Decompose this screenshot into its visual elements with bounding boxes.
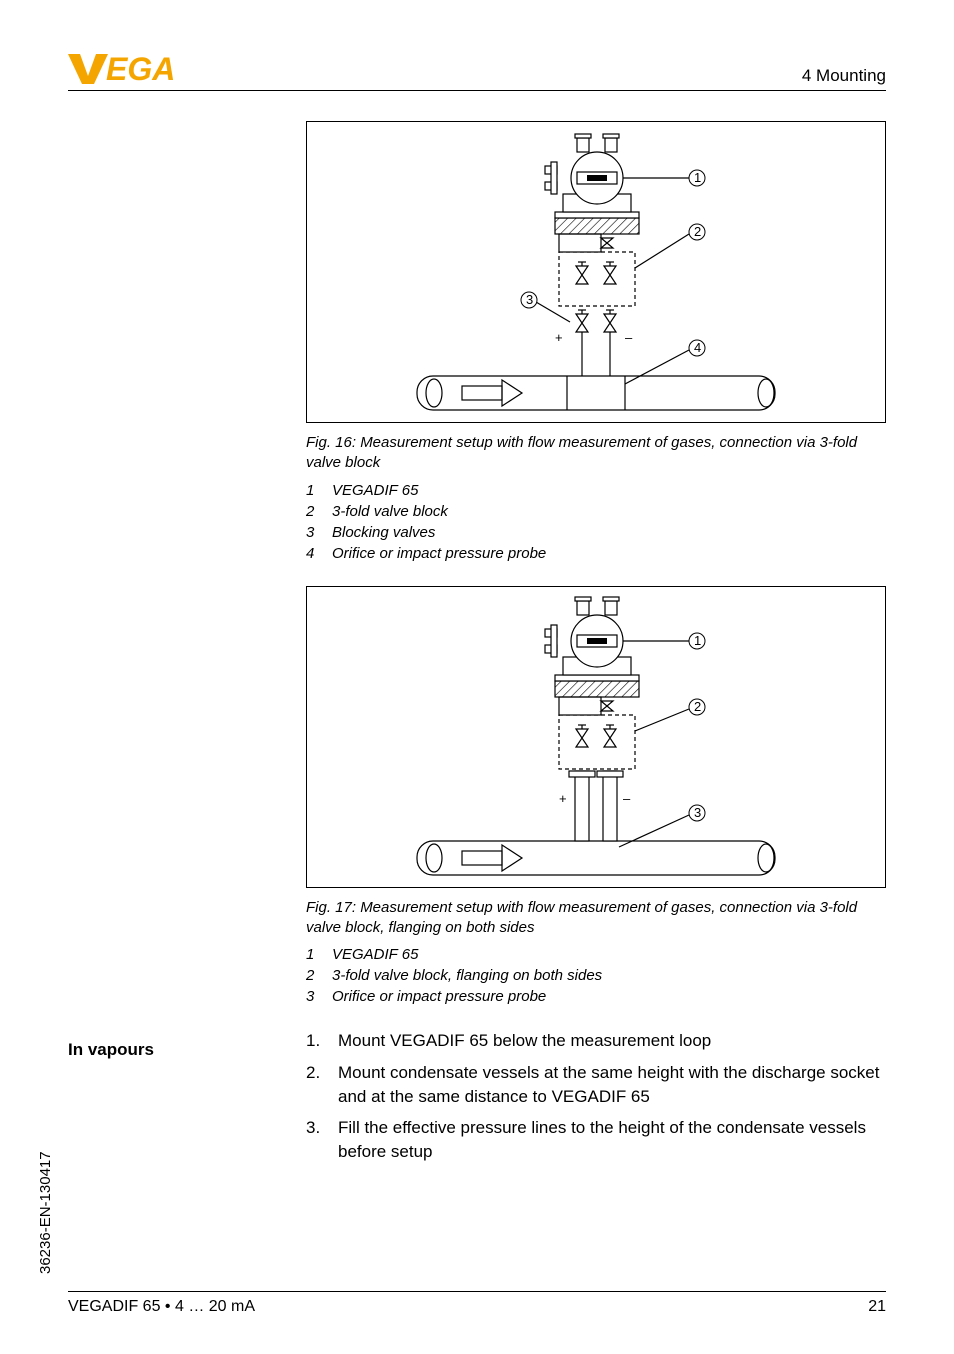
- sidebar-heading: In vapours: [68, 1040, 278, 1060]
- svg-text:1: 1: [694, 170, 701, 185]
- svg-text:+: +: [559, 791, 567, 806]
- svg-text:2: 2: [694, 699, 701, 714]
- figure-17-key: 1VEGADIF 65 23-fold valve block, flangin…: [306, 944, 886, 1007]
- page-header: EGA 4 Mounting: [68, 50, 886, 91]
- svg-text:2: 2: [694, 224, 701, 239]
- svg-text:3: 3: [694, 805, 701, 820]
- svg-text:3: 3: [526, 292, 533, 307]
- svg-text:–: –: [623, 791, 631, 806]
- section-title: 4 Mounting: [802, 66, 886, 86]
- figure-16-diagram: + –: [306, 121, 886, 423]
- figure-17-caption: Fig. 17: Measurement setup with flow mea…: [306, 898, 886, 939]
- footer-product: VEGADIF 65 • 4 … 20 mA: [68, 1298, 255, 1316]
- figure-16-key: 1VEGADIF 65 23-fold valve block 3Blockin…: [306, 480, 886, 564]
- svg-text:4: 4: [694, 340, 701, 355]
- minus-sign: –: [625, 330, 633, 345]
- svg-text:1: 1: [694, 633, 701, 648]
- list-item: 1.Mount VEGADIF 65 below the measurement…: [306, 1029, 886, 1053]
- document-id: 36236-EN-130417: [37, 1151, 54, 1274]
- step-list: 1.Mount VEGADIF 65 below the measurement…: [306, 1029, 886, 1164]
- figure-17-diagram: + – 1 2 3: [306, 586, 886, 888]
- list-item: 3.Fill the effective pressure lines to t…: [306, 1116, 886, 1164]
- brand-logo: EGA: [68, 50, 198, 86]
- figure-16-caption: Fig. 16: Measurement setup with flow mea…: [306, 433, 886, 474]
- plus-sign: +: [555, 330, 563, 345]
- list-item: 2.Mount condensate vessels at the same h…: [306, 1061, 886, 1109]
- page-number: 21: [868, 1298, 886, 1316]
- page-footer: VEGADIF 65 • 4 … 20 mA 21: [68, 1291, 886, 1316]
- brand-text: EGA: [106, 51, 175, 86]
